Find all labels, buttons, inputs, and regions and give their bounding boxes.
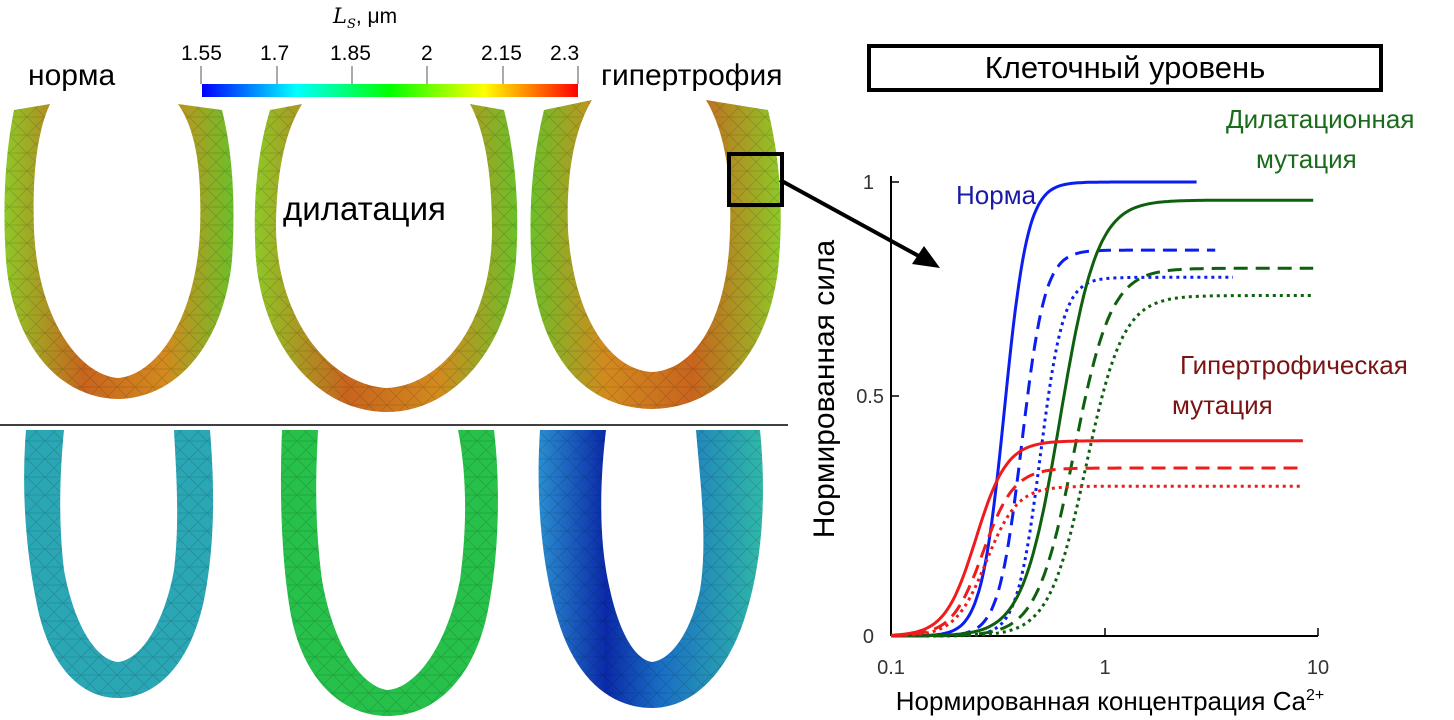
colorbar-unit: , μm <box>355 5 398 28</box>
colorbar-ticks <box>200 66 579 84</box>
colorbar-tick: 2.15 <box>481 42 522 65</box>
x-tick-label: 10 <box>1307 657 1329 679</box>
x-tick-label: 1 <box>1099 657 1110 679</box>
label-hypertrophy: гипертрофия <box>601 59 783 92</box>
annotation-norm: Норма <box>956 180 1037 210</box>
colorbar-tick: 1.85 <box>330 42 371 65</box>
zoom-arrow <box>779 178 940 268</box>
chart-series <box>890 180 1314 638</box>
annotation-hypertrophy: Гипертрофическая <box>1180 350 1408 380</box>
colorbar-gradient <box>202 84 578 97</box>
ventricle-dilation-bottom <box>280 430 498 716</box>
ventricle-panels <box>0 100 788 716</box>
cell-level-box: Клеточный уровень <box>867 44 1383 92</box>
cell-level-title: Клеточный уровень <box>984 50 1266 85</box>
zoom-arrow-line <box>779 178 927 262</box>
chart-xlabel-sup: 2+ <box>1306 687 1324 704</box>
force-ca-chart: Нормированная сила Нормированная концент… <box>808 104 1414 716</box>
series-hypertrophy-dashed <box>890 466 1303 638</box>
colorbar-tick: 1.55 <box>181 42 222 65</box>
colorbar-tick: 1.7 <box>260 42 290 65</box>
series-hypertrophy-dotted <box>890 484 1303 638</box>
y-tick-label: 0.5 <box>856 386 884 408</box>
label-norm: норма <box>28 59 116 92</box>
chart-xlabel: Нормированная концентрация Ca2+ <box>896 686 1324 716</box>
ventricle-norm-bottom <box>24 430 214 698</box>
ventricle-hypertrophy-bottom <box>538 430 763 708</box>
annotation-hypertrophy-mutation: мутация <box>1172 390 1273 420</box>
colorbar-title: LS, μm <box>333 4 397 32</box>
ventricle-dilation-top <box>254 104 518 412</box>
colorbar-symbol: L <box>333 4 347 28</box>
x-tick-label: 0.1 <box>877 657 905 679</box>
annotation-dilation-mutation: мутация <box>1256 144 1357 174</box>
colorbar-tick: 2.3 <box>550 42 580 65</box>
annotation-dilation: Дилатационная <box>1226 104 1414 134</box>
colorbar <box>200 66 579 97</box>
y-tick-label: 1 <box>863 172 874 194</box>
label-dilation: дилатация <box>283 190 446 227</box>
colorbar-subscript: S <box>346 17 356 33</box>
ventricle-norm-top <box>4 104 234 399</box>
colorbar-tick: 2 <box>421 42 433 65</box>
chart-xlabel-main: Нормированная концентрация Ca <box>896 686 1307 716</box>
y-tick-label: 0 <box>863 626 874 648</box>
ventricle-hypertrophy-top <box>530 100 781 409</box>
series-hypertrophy-solid <box>890 439 1303 637</box>
series-dilation-dashed <box>891 266 1314 638</box>
series-norm-dotted <box>891 275 1233 638</box>
zoom-arrow-head <box>912 246 940 268</box>
chart-ylabel: Нормированная сила <box>808 239 841 538</box>
series-dilation-dotted <box>891 294 1314 638</box>
